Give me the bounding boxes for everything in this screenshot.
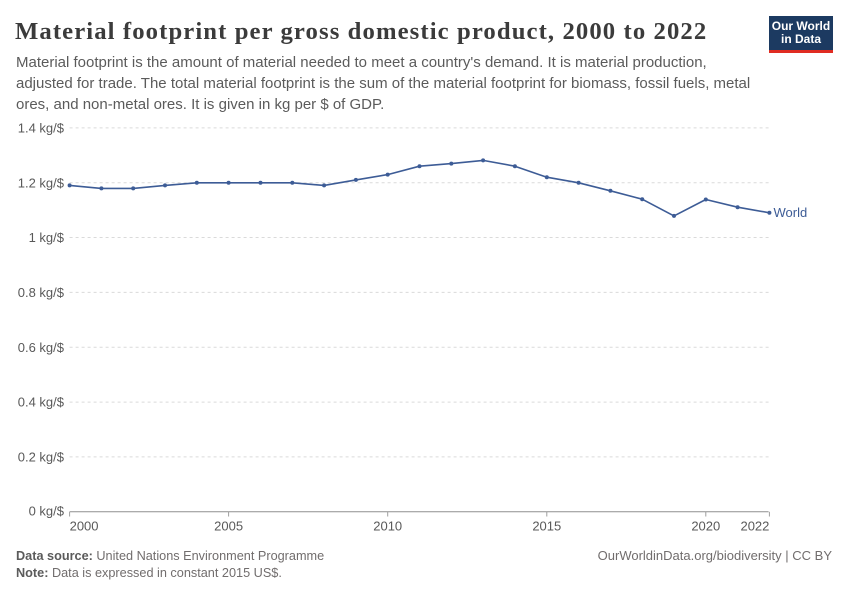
svg-text:2022: 2022 (740, 518, 769, 533)
svg-text:1 kg/$: 1 kg/$ (29, 230, 65, 245)
svg-text:2005: 2005 (214, 518, 243, 533)
svg-text:0.2 kg/$: 0.2 kg/$ (18, 450, 65, 465)
svg-text:2010: 2010 (373, 518, 402, 533)
svg-text:1.4 kg/$: 1.4 kg/$ (18, 121, 65, 136)
svg-text:0.6 kg/$: 0.6 kg/$ (18, 340, 65, 355)
svg-text:0.4 kg/$: 0.4 kg/$ (18, 395, 65, 410)
svg-text:2015: 2015 (532, 518, 561, 533)
svg-text:0.8 kg/$: 0.8 kg/$ (18, 285, 65, 300)
svg-text:1.2 kg/$: 1.2 kg/$ (18, 175, 65, 190)
svg-text:0 kg/$: 0 kg/$ (29, 503, 65, 518)
svg-text:World: World (774, 205, 808, 220)
svg-text:2000: 2000 (70, 518, 99, 533)
svg-text:2020: 2020 (691, 518, 720, 533)
